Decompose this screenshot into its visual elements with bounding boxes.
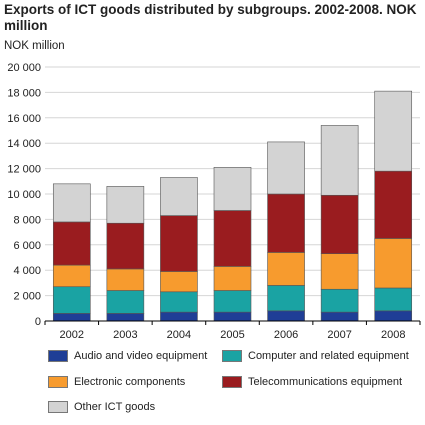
bar-segment	[160, 311, 198, 322]
bar-segment	[52, 264, 91, 288]
y-tick-label: 8 000	[13, 214, 41, 226]
bar-segment	[374, 170, 413, 239]
x-tick-label: 2008	[381, 329, 405, 341]
bar-segment	[52, 286, 91, 314]
bar-segment	[213, 311, 252, 322]
bar-segment	[374, 310, 413, 322]
bar-segment	[106, 222, 145, 270]
bar-segment	[267, 141, 305, 195]
bar-segment	[374, 90, 413, 172]
bar-segment	[106, 313, 145, 322]
x-tick-labels: 2002 2003 2004 2005 2006 2007 2008	[60, 329, 406, 341]
bar-segment	[213, 290, 252, 313]
bar-segment	[213, 266, 252, 291]
bar-segment	[320, 288, 359, 313]
y-tick-label: 4 000	[13, 265, 41, 277]
bar-segment	[106, 268, 145, 291]
bar-segment	[267, 285, 305, 312]
bar-segment	[106, 186, 145, 224]
bar-segment	[52, 221, 91, 266]
x-tick-label: 2004	[167, 329, 191, 341]
bar-segment	[160, 177, 198, 216]
y-tick-label: 2 000	[13, 291, 41, 303]
bar-segment	[160, 291, 198, 313]
bars	[52, 90, 413, 322]
bar-segment	[267, 252, 305, 286]
bar-segment	[267, 193, 305, 253]
y-tick-label: 18 000	[7, 87, 41, 99]
bar-segment	[160, 215, 198, 272]
axes	[44, 320, 421, 325]
y-axis-unit-label: NOK million	[4, 40, 65, 52]
y-tick-label: 14 000	[7, 138, 41, 150]
chart-title: Exports of ICT goods distributed by subg…	[4, 2, 417, 33]
y-tick-labels: 0 2 000 4 000 6 000 8 000 10 000 12 000 14 000 1…	[7, 62, 41, 328]
bar-segment	[320, 125, 359, 196]
y-tick-label: 0	[35, 316, 41, 328]
bar-segment	[106, 290, 145, 314]
x-tick-label: 2005	[220, 329, 244, 341]
x-tick-label: 2003	[113, 329, 137, 341]
x-tick-label: 2002	[60, 329, 84, 341]
bar-segment	[320, 253, 359, 290]
bar-segment	[320, 194, 359, 254]
bar-segment	[374, 238, 413, 289]
y-tick-label: 20 000	[7, 62, 41, 74]
bar-segment	[374, 287, 413, 312]
x-tick-label: 2006	[274, 329, 298, 341]
bar-segment	[160, 271, 198, 293]
bar-segment	[213, 167, 252, 211]
bar-segment	[52, 183, 91, 223]
bar-segment	[52, 313, 91, 322]
bar-segment	[213, 210, 252, 267]
y-tick-label: 6 000	[13, 240, 41, 252]
x-tick-label: 2007	[327, 329, 351, 341]
y-tick-label: 10 000	[7, 189, 41, 201]
bar-segment	[320, 311, 359, 322]
y-tick-label: 16 000	[7, 113, 41, 125]
y-tick-label: 12 000	[7, 164, 41, 176]
bar-segment	[267, 310, 305, 322]
